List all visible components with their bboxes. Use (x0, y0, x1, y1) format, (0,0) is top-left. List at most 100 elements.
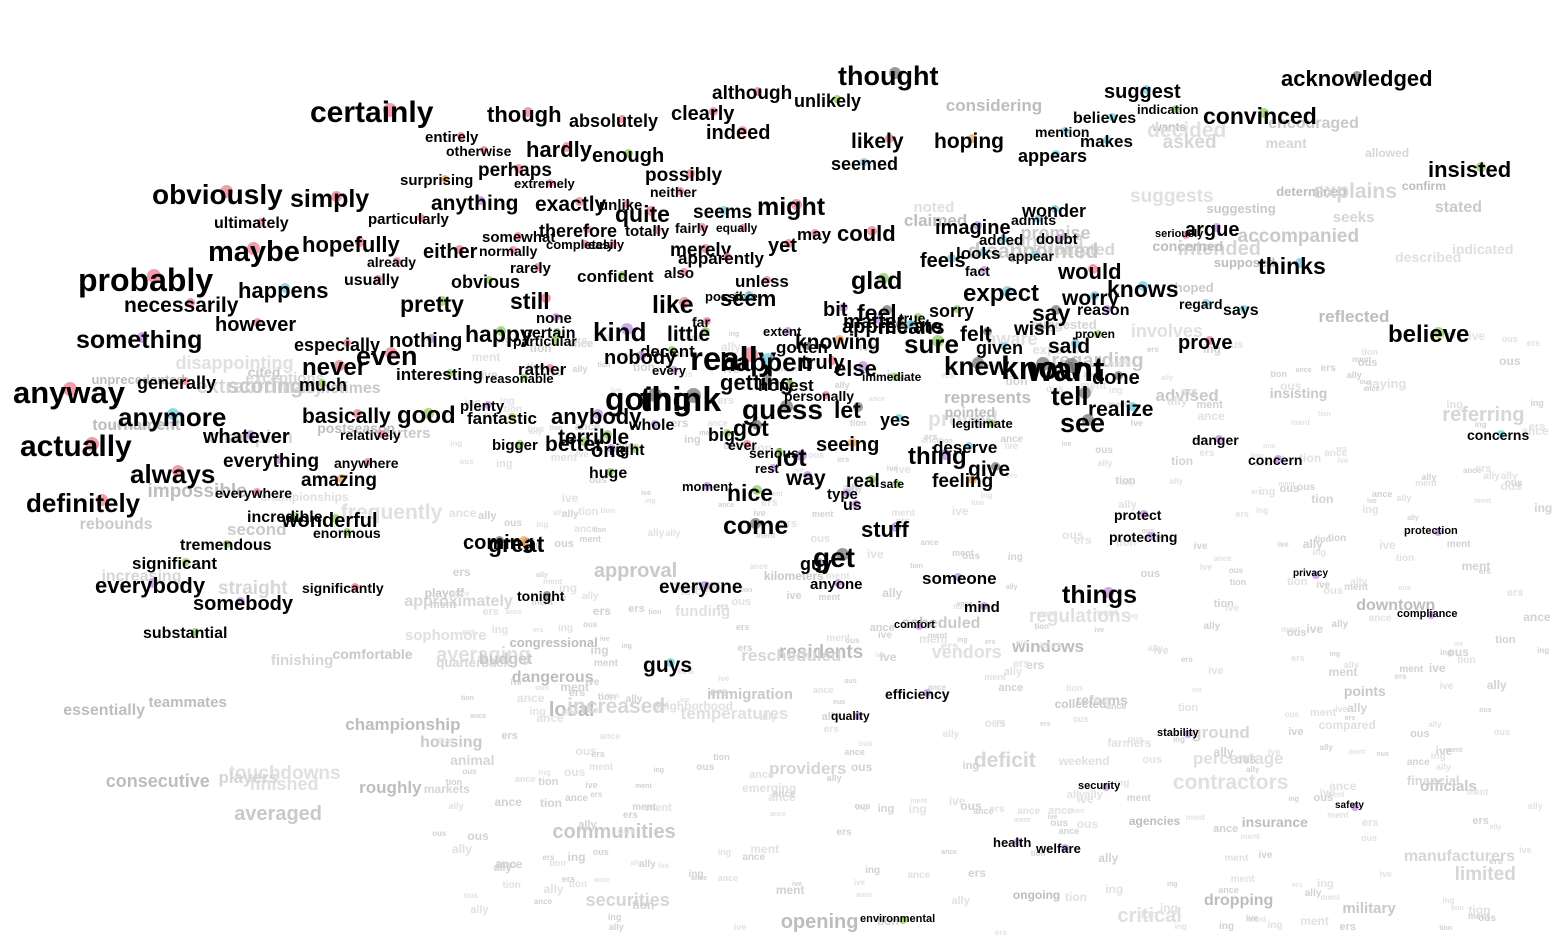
word-someone: someone (922, 569, 997, 588)
texture-speck: ment (1309, 707, 1337, 720)
texture-speck: ment (756, 531, 776, 541)
dot-stability (1183, 729, 1192, 738)
texture-speck: ment (543, 576, 563, 586)
word-likely: likely (851, 130, 904, 153)
texture-speck: tion (527, 424, 544, 435)
dot-something (136, 331, 148, 343)
word-type: type (827, 486, 858, 503)
texture-speck: ive (484, 409, 497, 420)
texture-speck: ally (572, 363, 588, 374)
faint-word-indicated: indicated (1451, 240, 1514, 257)
word-possibly: possibly (645, 165, 723, 186)
word-believe: believe (1388, 321, 1470, 348)
texture-speck: tion (1270, 369, 1287, 379)
word-feeling: feeling (932, 471, 994, 492)
texture-speck: ers (1291, 881, 1303, 889)
word-guess: guess (742, 394, 823, 425)
dot-efficiency (922, 689, 931, 698)
texture-speck: ment (891, 507, 916, 519)
texture-speck: ance (956, 600, 973, 608)
texture-speck: ous (1501, 333, 1518, 344)
texture-speck: ers (735, 622, 750, 633)
texture-speck: tion (1137, 909, 1158, 922)
dot-always (172, 464, 185, 477)
texture-speck: ive (792, 880, 802, 888)
texture-speck: ally (562, 508, 579, 520)
dot-true (914, 313, 923, 322)
word-entirely: entirely (425, 129, 479, 146)
faint-word-season: season (673, 578, 725, 593)
texture-speck: ing (1430, 751, 1446, 763)
faint-word-roughly: roughly (359, 778, 422, 798)
texture-speck: ous (1323, 585, 1343, 598)
dot-prove (1205, 336, 1214, 345)
faint-word-compared: compared (1318, 717, 1376, 732)
dot-entirely (457, 132, 466, 141)
faint-word-stated: stated (1434, 199, 1483, 217)
texture-speck: ous (832, 698, 846, 706)
word-personally: personally (784, 388, 855, 404)
texture-speck: ive (1076, 791, 1094, 806)
texture-speck: ing (877, 803, 895, 816)
texture-speck: ance (593, 876, 610, 884)
texture-speck: ance (1371, 488, 1393, 499)
texture-speck: ive (1116, 356, 1128, 366)
texture-speck: ous (810, 532, 831, 545)
dot-somewhat (514, 232, 523, 241)
word-worry: worry (1062, 287, 1120, 310)
dot-comfort (914, 621, 923, 630)
faint-word-finished: finished (249, 774, 319, 795)
texture-speck: tion (597, 361, 611, 369)
word-happen: happen (720, 347, 813, 377)
word-getting: getting (720, 370, 794, 395)
texture-speck: ment (560, 679, 590, 694)
texture-speck: ally (581, 591, 599, 603)
word-matter: matter (843, 311, 905, 333)
texture-speck: ous (467, 828, 489, 843)
texture-speck: ive (1061, 441, 1072, 449)
texture-speck: ing (717, 847, 732, 858)
texture-speck: tion (632, 898, 655, 913)
word-appears: appears (1018, 146, 1088, 166)
texture-speck: ance (768, 789, 796, 804)
texture-speck: ance (536, 711, 564, 726)
texture-speck: ance (691, 874, 708, 882)
word-protect: protect (1114, 507, 1162, 523)
dot-privacy (1311, 570, 1320, 579)
texture-speck: ous (1050, 817, 1069, 829)
word-protecting: protecting (1109, 529, 1178, 545)
dot-mind (980, 602, 989, 611)
texture-speck: ally (1350, 577, 1367, 588)
word-tell: tell (1051, 381, 1089, 411)
word-either: either (423, 241, 478, 263)
texture-speck: ive (1316, 580, 1331, 592)
texture-speck: ment (579, 534, 602, 545)
texture-speck: ive (658, 861, 670, 871)
dot-right (630, 445, 639, 454)
texture-speck: ers (568, 687, 586, 700)
word-unless: unless (735, 272, 789, 291)
texture-speck: ment (1290, 417, 1311, 427)
texture-speck: ance (1083, 369, 1102, 379)
texture-speck: tion (1314, 533, 1332, 544)
texture-speck: tion (526, 362, 546, 374)
dot-usually (374, 275, 383, 284)
faint-word-players: players (218, 768, 279, 788)
texture-speck: ous (1095, 444, 1113, 456)
texture-speck: tion (1287, 575, 1308, 588)
faint-word-postseason: postseason (317, 419, 396, 436)
texture-speck: ers (837, 454, 850, 464)
texture-speck: ing (1159, 901, 1178, 916)
dot-added (999, 235, 1008, 244)
texture-speck: ers (1339, 921, 1356, 934)
word-knowing: knowing (795, 331, 881, 354)
word-come: come (723, 512, 789, 540)
faint-word-suggested: suggested (1031, 317, 1097, 333)
texture-speck: ance (941, 849, 958, 857)
texture-speck: ance (505, 609, 522, 617)
dot-decent (667, 345, 676, 354)
texture-speck: ally (553, 510, 565, 518)
texture-speck: ing (559, 581, 578, 596)
texture-speck: ally (448, 800, 464, 811)
texture-speck: ers (1040, 720, 1051, 728)
